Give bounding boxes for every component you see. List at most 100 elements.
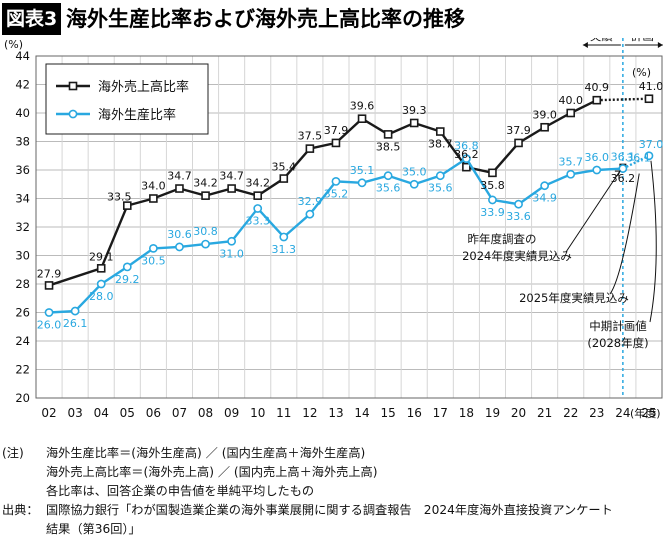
annotation-prior-estimate-2: 2024年度実績見込み	[462, 249, 572, 263]
point-production	[227, 236, 237, 246]
x-tick-label: 25	[641, 406, 656, 420]
data-label-sales: 33.5	[107, 191, 132, 204]
x-tick-label: 20	[511, 406, 526, 420]
point-production	[279, 232, 289, 242]
point-production	[435, 171, 445, 181]
point-production	[540, 181, 550, 191]
legend-label-sales: 海外売上高比率	[98, 79, 189, 95]
period-divider: 実績 計画	[582, 38, 663, 398]
series	[44, 94, 654, 317]
footnotes: (注) 海外生産比率＝(海外生産高) ／ (国内生産高＋海外生産高) 海外売上高比…	[2, 444, 668, 539]
data-label-sales: 34.2	[245, 177, 270, 190]
data-labels: 27.929.133.534.034.734.234.734.235.437.5…	[37, 80, 663, 332]
x-tick-label: 14	[354, 406, 369, 420]
y-tick-label: 42	[15, 78, 30, 92]
data-label-production: 26.0	[37, 319, 62, 332]
chart-title: 海外生産比率および海外売上高比率の推移	[66, 7, 465, 31]
point-production	[566, 169, 576, 179]
x-tick-label: 10	[250, 406, 265, 420]
x-tick-label: 11	[276, 406, 291, 420]
data-label-sales-plan: 41.0	[639, 80, 664, 93]
point-production	[331, 176, 341, 186]
x-tick-label: 09	[224, 406, 239, 420]
data-label-production: 35.1	[350, 164, 375, 177]
point-production	[70, 306, 80, 316]
data-label-production: 31.3	[272, 243, 297, 256]
plot-frame	[35, 55, 663, 399]
data-label-production: 33.6	[506, 210, 531, 223]
x-tick-label: 06	[146, 406, 161, 420]
data-label-sales: 34.7	[219, 170, 244, 183]
data-label-production: 31.0	[219, 247, 244, 260]
source-text-cont: 結果（第36回）」	[46, 522, 141, 536]
point-production	[253, 204, 263, 213]
period-actual-label: 実績	[590, 38, 613, 43]
annotation-prior-estimate: 昨年度調査の	[468, 232, 537, 246]
data-label-production: 34.9	[532, 192, 557, 205]
point-sales	[201, 191, 210, 200]
x-tick-label: 16	[407, 406, 422, 420]
y-tick-label: 34	[15, 192, 30, 206]
point-sales	[514, 138, 523, 148]
data-label-production: 36.8	[454, 140, 479, 153]
data-label-production: 33.9	[480, 206, 505, 219]
note-line-2: 海外売上高比率＝(海外売上高) ／ (国内売上高＋海外売上高)	[2, 463, 668, 482]
y-tick-label: 30	[15, 249, 30, 263]
data-label-production: 35.6	[376, 182, 401, 195]
y-tick-label: 32	[15, 220, 30, 234]
data-label-sales: 27.9	[37, 267, 62, 280]
period-plan-label: 計画	[631, 38, 654, 43]
data-label-production: 35.6	[428, 182, 453, 195]
legend-box	[45, 63, 209, 135]
y-tick-label: 40	[15, 106, 30, 120]
y-tick-label: 22	[15, 363, 30, 377]
data-label-sales: 37.9	[506, 124, 531, 137]
x-tick-label: 02	[41, 406, 56, 420]
data-label-sales: 37.9	[324, 124, 349, 137]
arrow-head-plan	[657, 42, 663, 48]
point-sales	[409, 118, 419, 128]
legend-marker-sales	[68, 81, 78, 91]
point-production	[148, 243, 158, 253]
data-label-production: 35.0	[402, 165, 427, 178]
point-sales	[96, 264, 106, 273]
point-sales	[227, 184, 236, 193]
figure-label: 図表3	[2, 3, 62, 35]
point-sales	[462, 162, 471, 172]
point-production	[201, 239, 210, 249]
data-label-sales: 36.2	[454, 148, 479, 161]
source-text: 国際協力銀行「わが国製造業企業の海外事業展開に関する調査報告 2024年度海外直…	[46, 503, 613, 517]
data-label-sales: 29.1	[89, 250, 114, 263]
point-production	[357, 178, 367, 188]
y-tick-label: 26	[15, 306, 30, 320]
point-production	[122, 262, 132, 272]
point-production	[175, 242, 184, 252]
point-sales	[540, 122, 549, 132]
point-production	[461, 154, 471, 163]
y-tick-label: 38	[15, 135, 30, 149]
legend-label-production: 海外生産比率	[98, 107, 176, 123]
point-production-plan	[644, 151, 654, 161]
source-head: 出典：	[2, 503, 39, 517]
x-tick-label: 23	[589, 406, 604, 420]
annotation-arrow-1	[614, 170, 621, 177]
annotation-leader-1	[565, 170, 621, 253]
note-line-3: 各比率は、回答企業の申告値を単純平均したもの	[2, 482, 668, 501]
data-label-sales: 35.4	[272, 161, 297, 174]
point-sales-plan	[644, 94, 654, 104]
x-tick-label: 07	[172, 406, 187, 420]
data-label-production-25: 36.1	[626, 152, 651, 165]
data-label-sales: 39.6	[350, 100, 375, 113]
x-tick-label: 21	[537, 406, 552, 420]
annotation-mid-plan-2: (2028年度)	[587, 336, 648, 350]
annotation-mid-plan: 中期計画値	[589, 319, 647, 333]
point-sales	[488, 168, 497, 178]
point-sales	[149, 194, 158, 203]
arrow-head-actual	[582, 42, 588, 48]
data-label-sales: 35.8	[480, 179, 505, 192]
data-label-sales: 34.7	[167, 170, 192, 183]
x-tick-label: 12	[302, 406, 317, 420]
